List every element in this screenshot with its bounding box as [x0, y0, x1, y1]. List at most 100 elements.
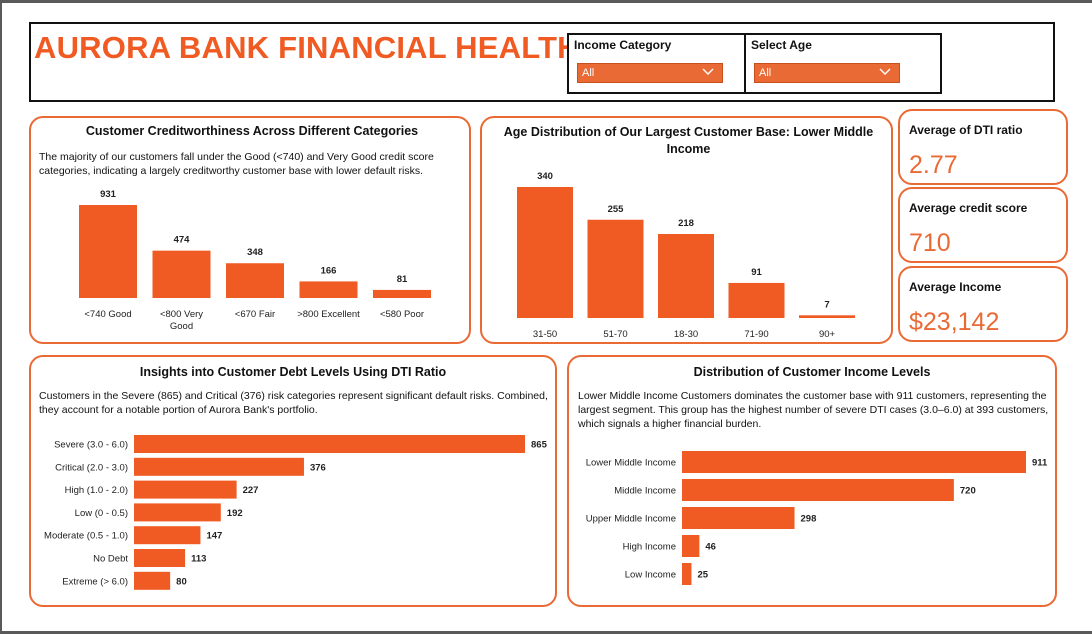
dti-insights-card[interactable]: Insights into Customer Debt Levels Using…: [29, 355, 557, 607]
page-title: AURORA BANK FINANCIAL HEALTH: [34, 30, 580, 66]
data-label: 376: [310, 462, 326, 473]
data-label: 348: [247, 247, 263, 258]
card-title: Distribution of Customer Income Levels: [569, 365, 1055, 379]
category-label: <800 Very: [160, 309, 203, 320]
data-label: 7: [824, 299, 829, 310]
category-label: 18-30: [674, 329, 698, 340]
category-label: 31-50: [533, 329, 557, 340]
kpi-card-income[interactable]: Average Income $23,142: [898, 266, 1068, 342]
data-label: 298: [801, 514, 817, 525]
bar: [682, 535, 699, 557]
category-label: <740 Good: [84, 309, 131, 320]
data-label: 720: [960, 486, 976, 497]
slicer-label: Select Age: [751, 38, 812, 52]
bar: [153, 251, 211, 298]
bar: [682, 507, 795, 529]
data-label: 227: [243, 485, 259, 496]
bar: [134, 481, 237, 499]
card-title: Age Distribution of Our Largest Customer…: [492, 124, 885, 158]
bar: [134, 458, 304, 476]
card-title: Customer Creditworthiness Across Differe…: [31, 124, 473, 138]
data-label: 147: [206, 531, 222, 542]
data-label: 91: [751, 267, 762, 278]
kpi-value: 710: [909, 229, 951, 258]
slicer-label: Income Category: [574, 38, 671, 52]
kpi-label: Average of DTI ratio: [909, 123, 1023, 137]
data-label: 80: [176, 576, 187, 587]
data-label: 192: [227, 508, 243, 519]
category-label: 90+: [819, 329, 836, 340]
category-label: >800 Excellent: [297, 309, 360, 320]
income-category-dropdown[interactable]: All: [577, 63, 723, 83]
age-distribution-chart: 340 31-50 255 51-70 218 18-30 91 71-90 7 90+: [482, 163, 891, 342]
data-label: 931: [100, 189, 117, 200]
card-description: The majority of our customers fall under…: [39, 150, 464, 178]
category-label: Low (0 - 0.5): [75, 508, 128, 519]
kpi-card-credit-score[interactable]: Average credit score 710: [898, 187, 1068, 263]
data-label: 865: [531, 440, 548, 451]
data-label: 218: [678, 218, 694, 229]
bar: [658, 234, 714, 318]
bar: [799, 315, 855, 318]
category-label: Good: [170, 321, 193, 332]
creditworthiness-card[interactable]: Customer Creditworthiness Across Differe…: [29, 116, 471, 344]
dti-chart: Severe (3.0 - 6.0) 865 Critical (2.0 - 3.0…: [31, 430, 555, 600]
income-chart: Lower Middle Income 911 Middle Income 720 Up…: [569, 445, 1055, 605]
bar: [134, 503, 221, 521]
bar: [682, 479, 954, 501]
category-label: 51-70: [603, 329, 627, 340]
category-label: <670 Fair: [235, 309, 275, 320]
category-label: <580 Poor: [380, 309, 424, 320]
data-label: 911: [1032, 458, 1048, 469]
category-label: Severe (3.0 - 6.0): [54, 440, 128, 451]
kpi-card-dti[interactable]: Average of DTI ratio 2.77: [898, 109, 1068, 185]
chevron-down-icon: [702, 65, 714, 79]
window-frame-left: [0, 0, 2, 634]
age-distribution-card[interactable]: Age Distribution of Our Largest Customer…: [480, 116, 893, 344]
category-label: Upper Middle Income: [586, 514, 676, 525]
dropdown-value: All: [759, 67, 771, 79]
kpi-value: $23,142: [909, 308, 999, 337]
category-label: 71-90: [744, 329, 768, 340]
bar: [79, 205, 137, 298]
bar: [134, 572, 170, 590]
bar: [300, 281, 358, 298]
window-frame-top: [0, 0, 1092, 3]
data-label: 25: [697, 570, 708, 581]
age-slicer: Select Age All: [744, 33, 942, 94]
kpi-label: Average credit score: [909, 201, 1027, 215]
dropdown-value: All: [582, 67, 594, 79]
data-label: 113: [191, 554, 206, 565]
income-category-slicer: Income Category All: [567, 33, 765, 94]
card-description: Customers in the Severe (865) and Critic…: [39, 389, 549, 417]
kpi-label: Average Income: [909, 280, 1001, 294]
category-label: High Income: [623, 542, 676, 553]
bar: [729, 283, 785, 318]
category-label: High (1.0 - 2.0): [65, 485, 128, 496]
data-label: 340: [537, 171, 553, 182]
bar: [226, 263, 284, 298]
category-label: Low Income: [625, 570, 676, 581]
chevron-down-icon: [879, 65, 891, 79]
kpi-value: 2.77: [909, 151, 958, 180]
data-label: 46: [705, 542, 716, 553]
category-label: Critical (2.0 - 3.0): [55, 462, 128, 473]
income-distribution-card[interactable]: Distribution of Customer Income Levels L…: [567, 355, 1057, 607]
category-label: Moderate (0.5 - 1.0): [44, 531, 128, 542]
data-label: 81: [397, 274, 408, 285]
data-label: 474: [174, 235, 191, 246]
bar: [588, 220, 644, 318]
data-label: 255: [608, 204, 625, 215]
bar: [682, 563, 691, 585]
category-label: Middle Income: [614, 486, 676, 497]
card-title: Insights into Customer Debt Levels Using…: [31, 365, 555, 379]
bar: [134, 549, 185, 567]
category-label: No Debt: [93, 554, 128, 565]
age-dropdown[interactable]: All: [754, 63, 900, 83]
card-description: Lower Middle Income Customers dominates …: [578, 389, 1050, 431]
bar: [517, 187, 573, 318]
data-label: 166: [321, 265, 337, 276]
category-label: Lower Middle Income: [586, 458, 676, 469]
bar: [134, 435, 525, 453]
